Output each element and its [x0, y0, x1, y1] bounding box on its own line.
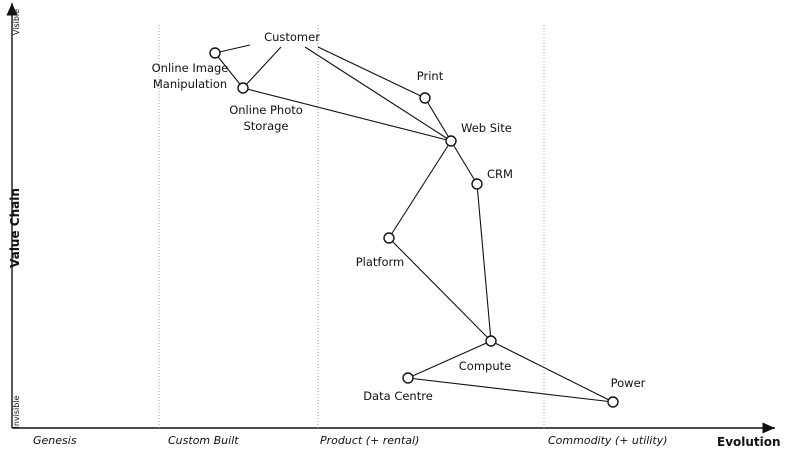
node-label: Customer [264, 30, 320, 44]
edge [407, 340, 492, 379]
node-label: Online Image [152, 61, 229, 75]
node [607, 396, 619, 408]
node [445, 135, 457, 147]
edge [388, 140, 452, 239]
node-label: Power [611, 376, 646, 390]
node [471, 178, 483, 190]
node-label: Web Site [461, 121, 512, 135]
node-label: Storage [244, 119, 289, 133]
node-label: Data Centre [363, 389, 433, 403]
edge [317, 46, 426, 99]
stage-label: Commodity (+ utility) [548, 434, 668, 447]
edge [388, 237, 492, 342]
node-label: Online Photo [229, 103, 303, 117]
edge [242, 46, 282, 89]
node-label: Compute [459, 359, 511, 373]
y-axis-bottom: Invisible [12, 395, 21, 428]
edge [242, 87, 452, 142]
node-label: Print [417, 69, 444, 83]
edge [214, 52, 244, 89]
node-label: CRM [487, 167, 513, 181]
edge [450, 140, 478, 185]
node [237, 82, 249, 94]
node [402, 372, 414, 384]
y-axis-label: Value Chain [8, 188, 22, 268]
node-label: Platform [356, 255, 405, 269]
edges [214, 44, 614, 403]
node [419, 92, 431, 104]
edge [304, 46, 452, 142]
node-label: Manipulation [153, 77, 227, 91]
edge [424, 97, 452, 142]
edge [476, 183, 492, 342]
edge [490, 340, 614, 403]
stage-label: Product (+ rental) [320, 434, 419, 447]
y-axis-top: Visible [12, 9, 21, 35]
node [383, 232, 395, 244]
edge [407, 377, 614, 403]
node [209, 47, 221, 59]
stage-label: Custom Built [168, 434, 239, 447]
edge [214, 44, 251, 54]
x-axis-label: Evolution [717, 435, 781, 449]
node [485, 335, 497, 347]
stage-label: Genesis [33, 434, 77, 447]
